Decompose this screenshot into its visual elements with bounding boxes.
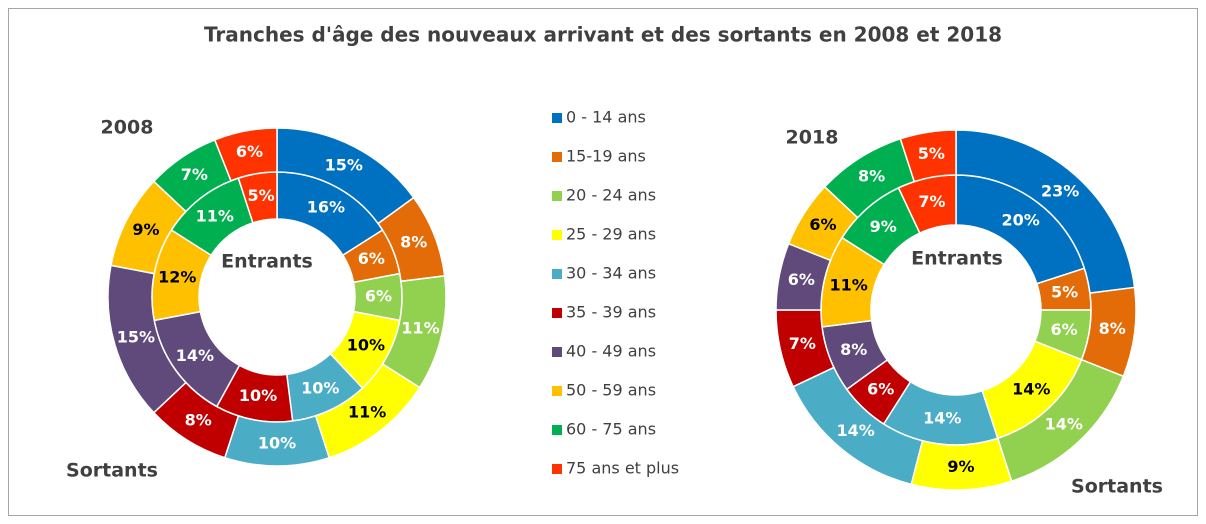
legend-label: 20 - 24 ans <box>566 186 656 205</box>
data-label: 14% <box>1045 414 1083 433</box>
data-label: 10% <box>239 386 277 405</box>
data-label: 16% <box>307 198 345 217</box>
ring-name: Sortants <box>66 460 158 482</box>
legend-label: 50 - 59 ans <box>566 381 656 400</box>
legend-label: 75 ans et plus <box>566 459 679 478</box>
legend-swatch <box>552 308 562 318</box>
data-label: 7% <box>181 165 208 184</box>
data-label: 10% <box>301 378 339 397</box>
data-label: 10% <box>347 335 385 354</box>
legend-swatch <box>552 347 562 357</box>
data-label: 11% <box>196 206 234 225</box>
data-label: 8% <box>1099 319 1126 338</box>
legend-swatch <box>552 230 562 240</box>
data-label: 23% <box>1041 181 1079 200</box>
legend-swatch <box>552 269 562 279</box>
data-label: 14% <box>176 346 214 365</box>
data-label: 8% <box>858 167 885 186</box>
data-label: 8% <box>840 340 867 359</box>
segment <box>213 127 278 182</box>
data-label: 6% <box>788 270 815 289</box>
data-label: 11% <box>830 276 868 295</box>
legend-label: 15-19 ans <box>566 147 646 166</box>
legend-swatch <box>552 464 562 474</box>
data-label: 6% <box>236 142 263 161</box>
data-label: 11% <box>401 319 439 338</box>
legend-label: 60 - 75 ans <box>566 420 656 439</box>
data-label: 5% <box>248 186 275 205</box>
legend-label: 35 - 39 ans <box>566 303 656 322</box>
data-label: 8% <box>400 232 427 251</box>
data-label: 14% <box>1012 380 1050 399</box>
data-label: 6% <box>358 249 385 268</box>
legend-swatch <box>552 113 562 123</box>
data-label: 8% <box>185 411 212 430</box>
legend-label: 25 - 29 ans <box>566 225 656 244</box>
legend-swatch <box>552 386 562 396</box>
legend-swatch <box>552 191 562 201</box>
data-label: 6% <box>1050 320 1077 339</box>
data-label: 5% <box>918 144 945 163</box>
legend-label: 40 - 49 ans <box>566 342 656 361</box>
data-label: 5% <box>1051 282 1078 301</box>
segment <box>899 129 957 183</box>
data-label: 9% <box>947 457 974 476</box>
legend-label: 30 - 34 ans <box>566 264 656 283</box>
ring-name: Entrants <box>911 248 1003 270</box>
legend-swatch <box>552 425 562 435</box>
chart-title: Tranches d'âge des nouveaux arrivant et … <box>204 23 1002 47</box>
data-label: 14% <box>836 421 874 440</box>
chart-label: 2008 <box>101 117 154 139</box>
legend-swatch <box>552 152 562 162</box>
data-label: 20% <box>1002 211 1040 230</box>
data-label: 12% <box>158 267 196 286</box>
ring-name: Sortants <box>1071 476 1163 498</box>
data-label: 10% <box>258 434 296 453</box>
data-label: 15% <box>117 328 155 347</box>
data-label: 6% <box>809 215 836 234</box>
data-label: 9% <box>132 220 159 239</box>
data-label: 6% <box>867 380 894 399</box>
data-label: 11% <box>348 403 386 422</box>
chart-label: 2018 <box>786 127 839 149</box>
ring-name: Entrants <box>221 251 313 273</box>
data-label: 14% <box>923 409 961 428</box>
legend-label: 0 - 14 ans <box>566 108 646 127</box>
data-label: 7% <box>789 334 816 353</box>
data-label: 15% <box>325 156 363 175</box>
data-label: 6% <box>365 287 392 306</box>
data-label: 7% <box>918 192 945 211</box>
data-label: 9% <box>870 217 897 236</box>
